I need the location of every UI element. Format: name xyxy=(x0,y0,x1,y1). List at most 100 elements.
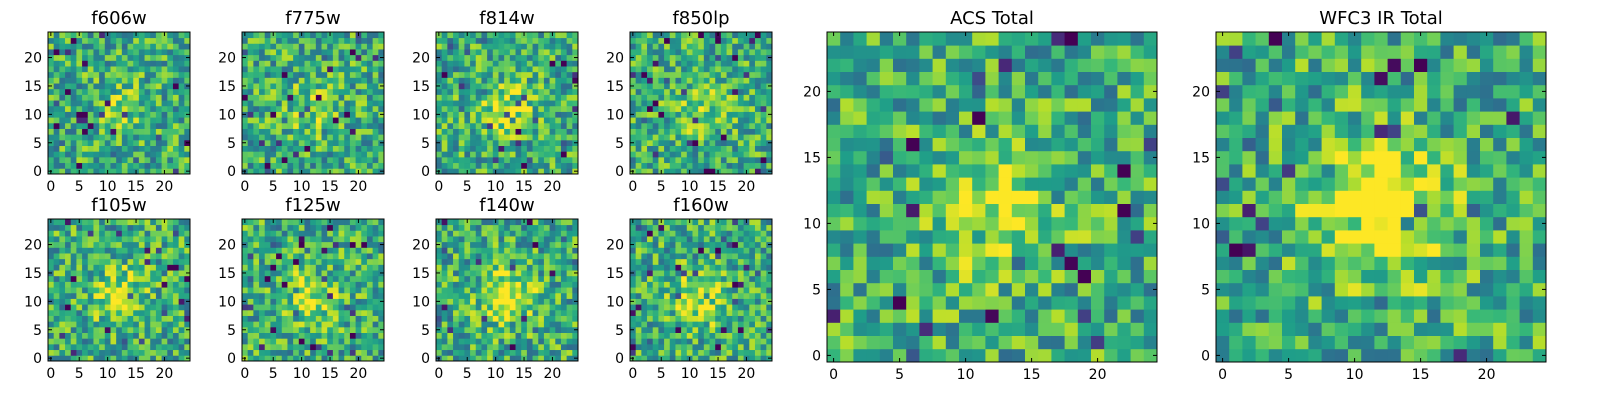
x-tick-label: 0 xyxy=(434,179,443,195)
heatmap-cell xyxy=(560,122,568,129)
heatmap-cell xyxy=(766,349,773,356)
heatmap-cell xyxy=(481,355,488,362)
heatmap-cell xyxy=(293,145,300,152)
heatmap-cell xyxy=(150,100,157,107)
heatmap-cell xyxy=(498,343,505,351)
heatmap-cell xyxy=(276,156,283,164)
heatmap-cell xyxy=(155,241,162,248)
heatmap-cell xyxy=(492,253,499,260)
heatmap-cell xyxy=(138,247,145,254)
heatmap-cell xyxy=(321,292,328,299)
heatmap-cell xyxy=(276,37,283,44)
heatmap-cell xyxy=(76,128,83,135)
heatmap-cell xyxy=(338,49,345,56)
heatmap-cell xyxy=(470,37,477,44)
heatmap-cell xyxy=(481,145,488,152)
heatmap-cell xyxy=(664,88,671,95)
heatmap-cell xyxy=(332,105,339,112)
heatmap-cell xyxy=(453,355,460,362)
heatmap-cell xyxy=(464,298,471,305)
heatmap-cell xyxy=(749,83,756,90)
heatmap-cell xyxy=(487,94,494,101)
heatmap-cell xyxy=(692,134,699,141)
heatmap-cell xyxy=(104,128,111,135)
heatmap-cell xyxy=(178,168,185,175)
heatmap-cell xyxy=(366,88,374,95)
heatmap-cell xyxy=(669,117,676,124)
heatmap-cell xyxy=(276,309,283,316)
heatmap-cell xyxy=(281,270,288,277)
heatmap-cell xyxy=(293,37,300,44)
heatmap-cell xyxy=(487,139,494,146)
heatmap-cell xyxy=(698,275,705,282)
heatmap-cell xyxy=(355,71,362,78)
heatmap-cell xyxy=(372,105,379,112)
heatmap-cell xyxy=(270,100,277,107)
heatmap-cell xyxy=(110,139,117,146)
heatmap-cell xyxy=(321,230,328,237)
heatmap-cell xyxy=(378,100,385,107)
x-tick-label: 5 xyxy=(269,366,278,382)
heatmap-cell xyxy=(635,122,642,129)
heatmap-cell xyxy=(304,241,311,248)
heatmap-cell xyxy=(298,162,305,169)
heatmap-cell xyxy=(247,77,254,84)
heatmap-cell xyxy=(441,241,448,248)
heatmap-cell xyxy=(310,247,317,254)
heatmap-cell xyxy=(281,100,288,107)
heatmap-cell xyxy=(464,162,471,169)
heatmap-cell xyxy=(732,332,739,339)
heatmap-cell xyxy=(692,168,699,175)
heatmap-cell xyxy=(349,315,356,322)
heatmap-cell xyxy=(161,139,168,146)
heatmap-cell xyxy=(259,139,266,146)
heatmap-cell xyxy=(253,332,260,339)
heatmap-cell xyxy=(675,349,682,356)
heatmap-cell xyxy=(344,94,351,101)
heatmap-cell xyxy=(664,292,671,299)
heatmap-cell xyxy=(366,292,374,299)
heatmap-cell xyxy=(270,298,277,305)
heatmap-cell xyxy=(647,32,654,39)
heatmap-cell xyxy=(703,326,710,333)
heatmap-cell xyxy=(566,338,573,345)
heatmap-cell xyxy=(53,281,60,288)
heatmap-cell xyxy=(470,224,477,231)
heatmap-cell xyxy=(703,309,710,316)
heatmap-cell xyxy=(93,258,100,265)
heatmap-cell xyxy=(104,236,111,243)
heatmap-cell xyxy=(675,43,682,50)
heatmap-cell xyxy=(99,134,106,141)
heatmap-cell xyxy=(104,287,111,294)
heatmap-cell xyxy=(481,287,488,294)
heatmap-cell xyxy=(475,321,482,328)
heatmap-cell xyxy=(436,122,443,129)
heatmap-cell xyxy=(332,145,339,152)
heatmap-cell xyxy=(652,287,659,294)
heatmap-cell xyxy=(172,168,180,175)
heatmap-cell xyxy=(315,162,322,169)
heatmap-cell xyxy=(566,224,573,231)
heatmap-cell xyxy=(720,71,727,78)
heatmap-cell xyxy=(669,315,676,322)
heatmap-cell xyxy=(681,145,688,152)
heatmap-cell xyxy=(521,309,528,316)
heatmap-cell xyxy=(93,100,100,107)
heatmap-cell xyxy=(492,270,499,277)
heatmap-cell xyxy=(754,292,762,299)
heatmap-cell xyxy=(104,105,111,112)
heatmap-cell xyxy=(441,236,448,243)
heatmap-cell xyxy=(310,145,317,152)
heatmap-cell xyxy=(453,343,460,351)
y-tick-label: 0 xyxy=(33,164,42,180)
heatmap-cell xyxy=(658,139,665,146)
heatmap-cell xyxy=(760,54,767,61)
heatmap-cell xyxy=(532,145,539,152)
heatmap-cell xyxy=(178,275,185,282)
heatmap-cell xyxy=(344,122,351,129)
heatmap-cell xyxy=(560,100,568,107)
heatmap-cell xyxy=(247,168,254,175)
heatmap-cell xyxy=(99,309,106,316)
heatmap-cell xyxy=(543,60,550,67)
heatmap-cell xyxy=(669,338,676,345)
